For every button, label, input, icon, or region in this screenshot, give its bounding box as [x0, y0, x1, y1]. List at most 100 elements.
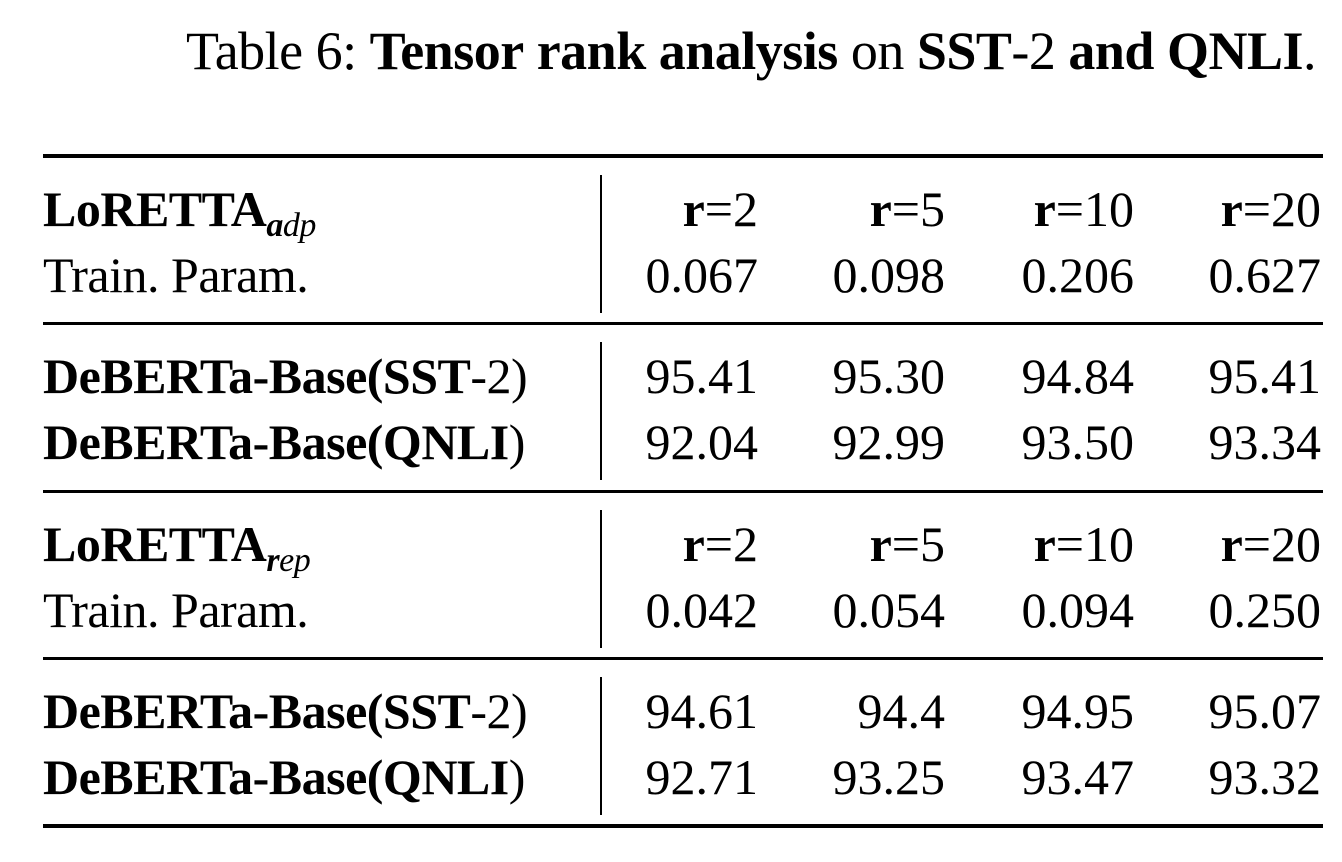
rank-header: r=5 — [870, 176, 945, 242]
score-value: 93.34 — [1208, 414, 1322, 470]
rank-symbol: r — [1033, 181, 1056, 237]
caption-word-dash2: -2 — [1011, 21, 1069, 81]
table-top-rule — [43, 154, 1323, 158]
rank-symbol: r — [682, 181, 705, 237]
params-value: 0.094 — [1021, 582, 1135, 638]
model-label: DeBERTa-Base(QNLI) — [43, 744, 525, 810]
model-name: DeBERTa-Base( — [43, 348, 383, 404]
model-name: DeBERTa-Base( — [43, 414, 383, 470]
method-label-adp: LoRETTAadp — [43, 176, 317, 244]
params-value: 0.098 — [832, 247, 946, 303]
table-mid-rule — [43, 490, 1323, 493]
rank-header: r=20 — [1221, 511, 1321, 577]
params-value: 0.054 — [832, 582, 946, 638]
score-value: 93.25 — [832, 749, 946, 805]
caption-word-on: on — [837, 21, 917, 81]
caption-word-sst: SST — [916, 21, 1012, 81]
model-name: DeBERTa-Base( — [43, 749, 383, 805]
rank-value: 10 — [1084, 516, 1134, 572]
model-name: DeBERTa-Base( — [43, 683, 383, 739]
caption-space — [524, 21, 537, 81]
dataset-name: QNLI — [382, 749, 509, 805]
caption-prefix: Table 6: — [186, 21, 370, 81]
score-value: 92.04 — [645, 414, 759, 470]
model-label: DeBERTa-Base(SST-2) — [43, 678, 528, 744]
params-value: 0.206 — [1021, 247, 1135, 303]
dataset-name: SST — [382, 348, 471, 404]
score-value: 95.41 — [645, 348, 759, 404]
rank-value: 10 — [1084, 181, 1134, 237]
dataset-suffix: -2) — [470, 348, 528, 404]
result-row-rep-qnli: DeBERTa-Base(QNLI) 92.71 93.25 93.47 93.… — [43, 744, 1321, 810]
caption-word-rank-analysis: rank analysis — [536, 21, 839, 81]
rank-equals: = — [891, 516, 920, 572]
table-bottom-rule — [43, 824, 1323, 828]
rank-equals: = — [891, 181, 920, 237]
rank-value: 5 — [920, 516, 945, 572]
rank-equals: = — [1242, 181, 1271, 237]
rank-equals: = — [704, 181, 733, 237]
rank-header: r=10 — [1034, 176, 1134, 242]
rank-equals: = — [704, 516, 733, 572]
score-value: 92.99 — [832, 414, 946, 470]
column-divider — [600, 677, 602, 815]
rank-value: 20 — [1271, 516, 1321, 572]
score-value: 94.95 — [1021, 683, 1135, 739]
score-value: 93.32 — [1208, 749, 1322, 805]
score-value: 95.30 — [832, 348, 946, 404]
rank-symbol: r — [869, 516, 892, 572]
dataset-suffix: -2) — [470, 683, 528, 739]
rank-header: r=2 — [683, 176, 758, 242]
dataset-suffix: ) — [508, 414, 526, 470]
score-value: 93.50 — [1021, 414, 1135, 470]
params-label: Train. Param. — [43, 247, 309, 303]
subscript-italic: dp — [282, 207, 317, 244]
rank-header: r=2 — [683, 511, 758, 577]
dataset-name: SST — [382, 683, 471, 739]
score-value: 94.4 — [857, 683, 946, 739]
params-value: 0.042 — [645, 582, 759, 638]
params-label: Train. Param. — [43, 582, 309, 638]
subscript-bold: r — [266, 542, 280, 579]
params-row-adp: Train. Param. 0.067 0.098 0.206 0.627 — [43, 242, 1321, 308]
rank-value: 5 — [920, 181, 945, 237]
caption-period: . — [1303, 21, 1317, 81]
method-name: LoRETTA — [43, 516, 267, 572]
score-value: 92.71 — [645, 749, 759, 805]
method-label-rep: LoRETTArep — [43, 511, 311, 579]
result-row-rep-sst2: DeBERTa-Base(SST-2) 94.61 94.4 94.95 95.… — [43, 678, 1321, 744]
params-value: 0.627 — [1208, 247, 1322, 303]
rank-value: 2 — [733, 181, 758, 237]
score-value: 94.84 — [1021, 348, 1135, 404]
rank-symbol: r — [682, 516, 705, 572]
method-subscript: rep — [266, 542, 310, 579]
result-row-adp-sst2: DeBERTa-Base(SST-2) 95.41 95.30 94.84 95… — [43, 343, 1321, 409]
dataset-name: QNLI — [382, 414, 509, 470]
result-row-adp-qnli: DeBERTa-Base(QNLI) 92.04 92.99 93.50 93.… — [43, 409, 1321, 475]
params-value: 0.067 — [645, 247, 759, 303]
rank-header: r=20 — [1221, 176, 1321, 242]
rank-symbol: r — [869, 181, 892, 237]
subscript-bold: a — [266, 207, 283, 244]
header-row-adp: LoRETTAadp r=2 r=5 r=10 r=20 — [43, 176, 1321, 244]
rank-equals: = — [1055, 181, 1084, 237]
rank-symbol: r — [1220, 181, 1243, 237]
header-row-rep: LoRETTArep r=2 r=5 r=10 r=20 — [43, 511, 1321, 579]
rank-symbol: r — [1033, 516, 1056, 572]
rank-equals: = — [1242, 516, 1271, 572]
rank-header: r=10 — [1034, 511, 1134, 577]
column-divider — [600, 342, 602, 480]
params-row-rep: Train. Param. 0.042 0.054 0.094 0.250 — [43, 577, 1321, 643]
subscript-italic: ep — [279, 542, 311, 579]
rank-symbol: r — [1220, 516, 1243, 572]
caption-word-tensor: Tensor — [369, 21, 525, 81]
score-value: 95.07 — [1208, 683, 1322, 739]
table-caption: Table 6: Tensor rank analysis on SST-2 a… — [0, 16, 1317, 86]
rank-header: r=5 — [870, 511, 945, 577]
score-value: 95.41 — [1208, 348, 1322, 404]
rank-value: 2 — [733, 516, 758, 572]
score-value: 94.61 — [645, 683, 759, 739]
model-label: DeBERTa-Base(QNLI) — [43, 409, 525, 475]
caption-word-and-qnli: and QNLI — [1068, 21, 1303, 81]
column-divider — [600, 510, 602, 648]
